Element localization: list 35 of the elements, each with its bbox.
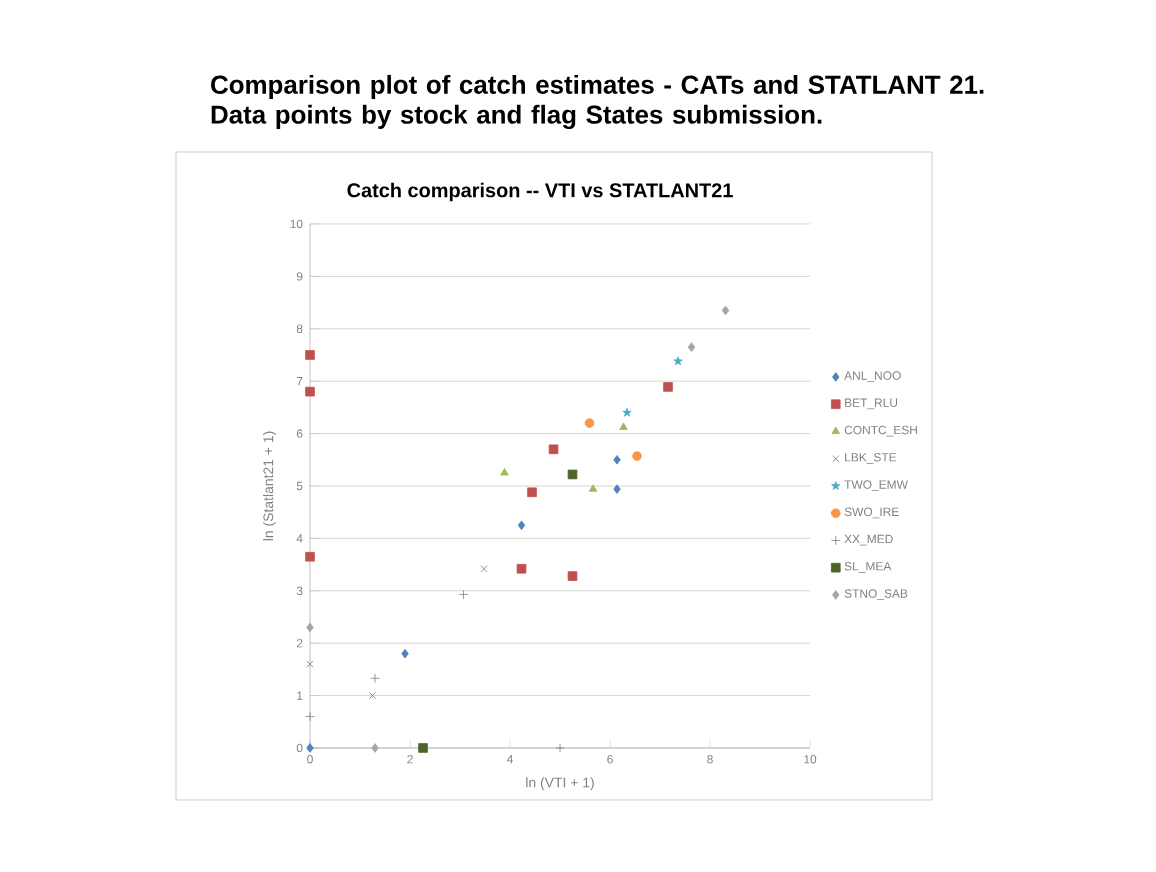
point [306, 743, 314, 753]
point [500, 468, 509, 476]
point [480, 565, 488, 573]
point [567, 571, 578, 581]
point [516, 563, 527, 574]
point [371, 743, 379, 753]
chart-subtitle: Catch comparison -- VTI vs STATLANT21 [347, 182, 733, 202]
point [458, 589, 469, 600]
point [401, 648, 409, 659]
point [305, 350, 315, 360]
point [517, 520, 526, 531]
point [555, 743, 565, 753]
point [619, 422, 628, 430]
point [613, 454, 621, 465]
point [305, 711, 315, 722]
point [622, 407, 632, 417]
point [721, 305, 730, 316]
point [548, 444, 559, 455]
chart-title: Comparison plot of catch estimates - CATs and STATLANT 21. Data points by stock and flag States submission. [211, 74, 984, 130]
point [306, 622, 314, 633]
point [306, 660, 314, 668]
point [369, 692, 377, 700]
point [370, 673, 380, 684]
point [632, 451, 642, 461]
point [305, 386, 315, 397]
point [687, 342, 696, 352]
point [673, 356, 683, 366]
point [527, 487, 537, 498]
point [418, 743, 428, 753]
point [584, 418, 595, 428]
point [663, 382, 673, 392]
point [613, 484, 621, 494]
point [305, 551, 315, 562]
point [567, 469, 578, 480]
point [588, 484, 598, 492]
